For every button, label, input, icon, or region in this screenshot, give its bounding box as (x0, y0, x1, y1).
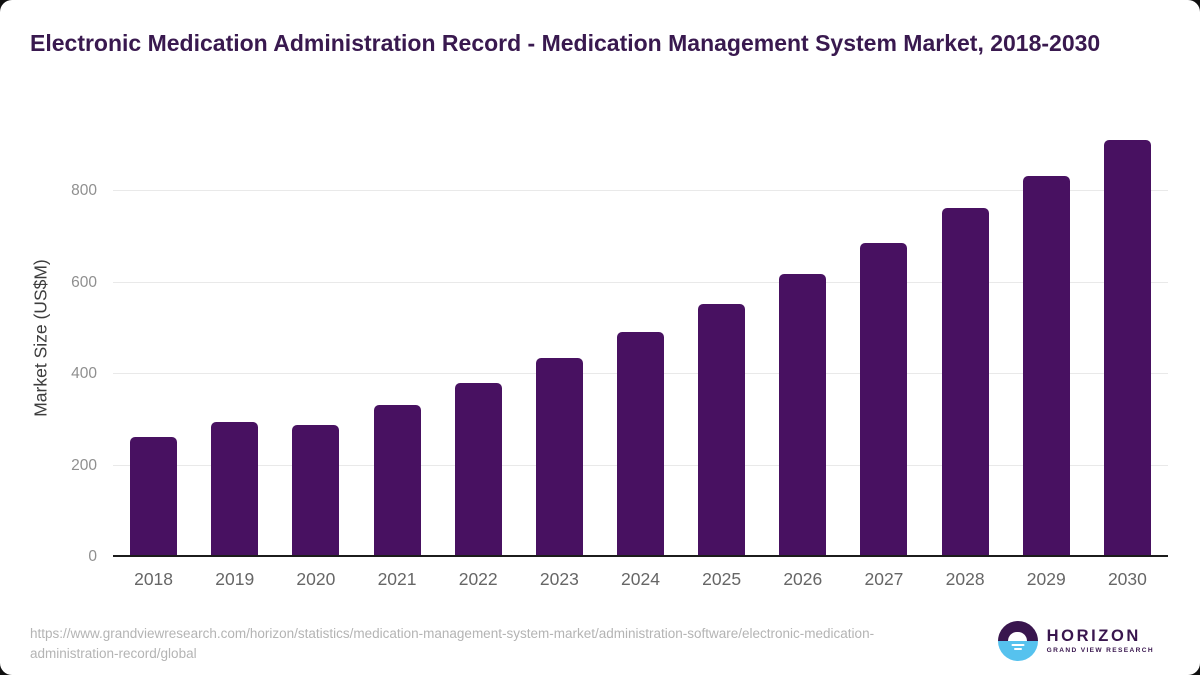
horizon-logo: HORIZON GRAND VIEW RESEARCH (997, 621, 1154, 661)
horizon-logo-icon (997, 621, 1038, 661)
x-tick-label-2023: 2023 (539, 569, 579, 589)
x-tick-label-2024: 2024 (621, 569, 660, 589)
x-tick-label-2029: 2029 (1026, 569, 1066, 589)
logo-subbrand-text: GRAND VIEW RESEARCH (1046, 647, 1154, 655)
bar-2025 (698, 304, 746, 556)
bar-2028 (941, 208, 989, 556)
bar-2020 (292, 425, 340, 556)
y-tick-label-0: 0 (88, 548, 97, 565)
x-tick-label-2030: 2030 (1107, 569, 1147, 589)
x-tick-label-2026: 2026 (783, 569, 823, 589)
bar-2022 (454, 382, 502, 556)
bar-2030 (1103, 140, 1151, 556)
x-tick-label-2025: 2025 (702, 569, 742, 589)
logo-text: HORIZON GRAND VIEW RESEARCH (1046, 626, 1154, 655)
gridline-600 (113, 281, 1168, 283)
y-tick-label-600: 600 (71, 273, 97, 291)
y-tick-label-200: 200 (71, 456, 97, 474)
chart-title: Electronic Medication Administration Rec… (30, 30, 1101, 56)
x-tick-label-2020: 2020 (296, 569, 336, 589)
x-tick-label-2022: 2022 (458, 569, 498, 589)
bar-2029 (1022, 175, 1070, 556)
logo-reflection-line (1013, 648, 1022, 650)
bar-2024 (617, 331, 664, 556)
y-tick-label-400: 400 (71, 365, 97, 383)
bar-2026 (779, 273, 827, 556)
logo-sun-icon (1008, 631, 1028, 641)
plot-area: 0 200 400 600 800 2018 2019 2020 2021 2022 2023 202… (71, 134, 1168, 589)
bar-2019 (211, 422, 259, 556)
bar-2023 (535, 358, 583, 556)
logo-brand-text: HORIZON (1046, 626, 1141, 645)
logo-reflection-line (1011, 643, 1025, 646)
y-tick-label-800: 800 (71, 182, 97, 200)
x-tick-label-2027: 2027 (864, 569, 904, 589)
x-axis-line (113, 555, 1168, 557)
bar-2027 (860, 243, 908, 556)
x-tick-label-2028: 2028 (945, 569, 985, 589)
x-tick-label-2021: 2021 (377, 569, 417, 589)
x-tick-label-2019: 2019 (215, 569, 255, 589)
source-url: https://www.grandviewresearch.com/horizo… (30, 626, 875, 661)
x-tick-label-2018: 2018 (134, 569, 174, 589)
gridline-800 (113, 190, 1168, 192)
logo-sky-half (997, 621, 1038, 641)
bar-2021 (373, 404, 421, 556)
bar-2018 (130, 437, 178, 556)
logo-sea-half (997, 641, 1038, 661)
